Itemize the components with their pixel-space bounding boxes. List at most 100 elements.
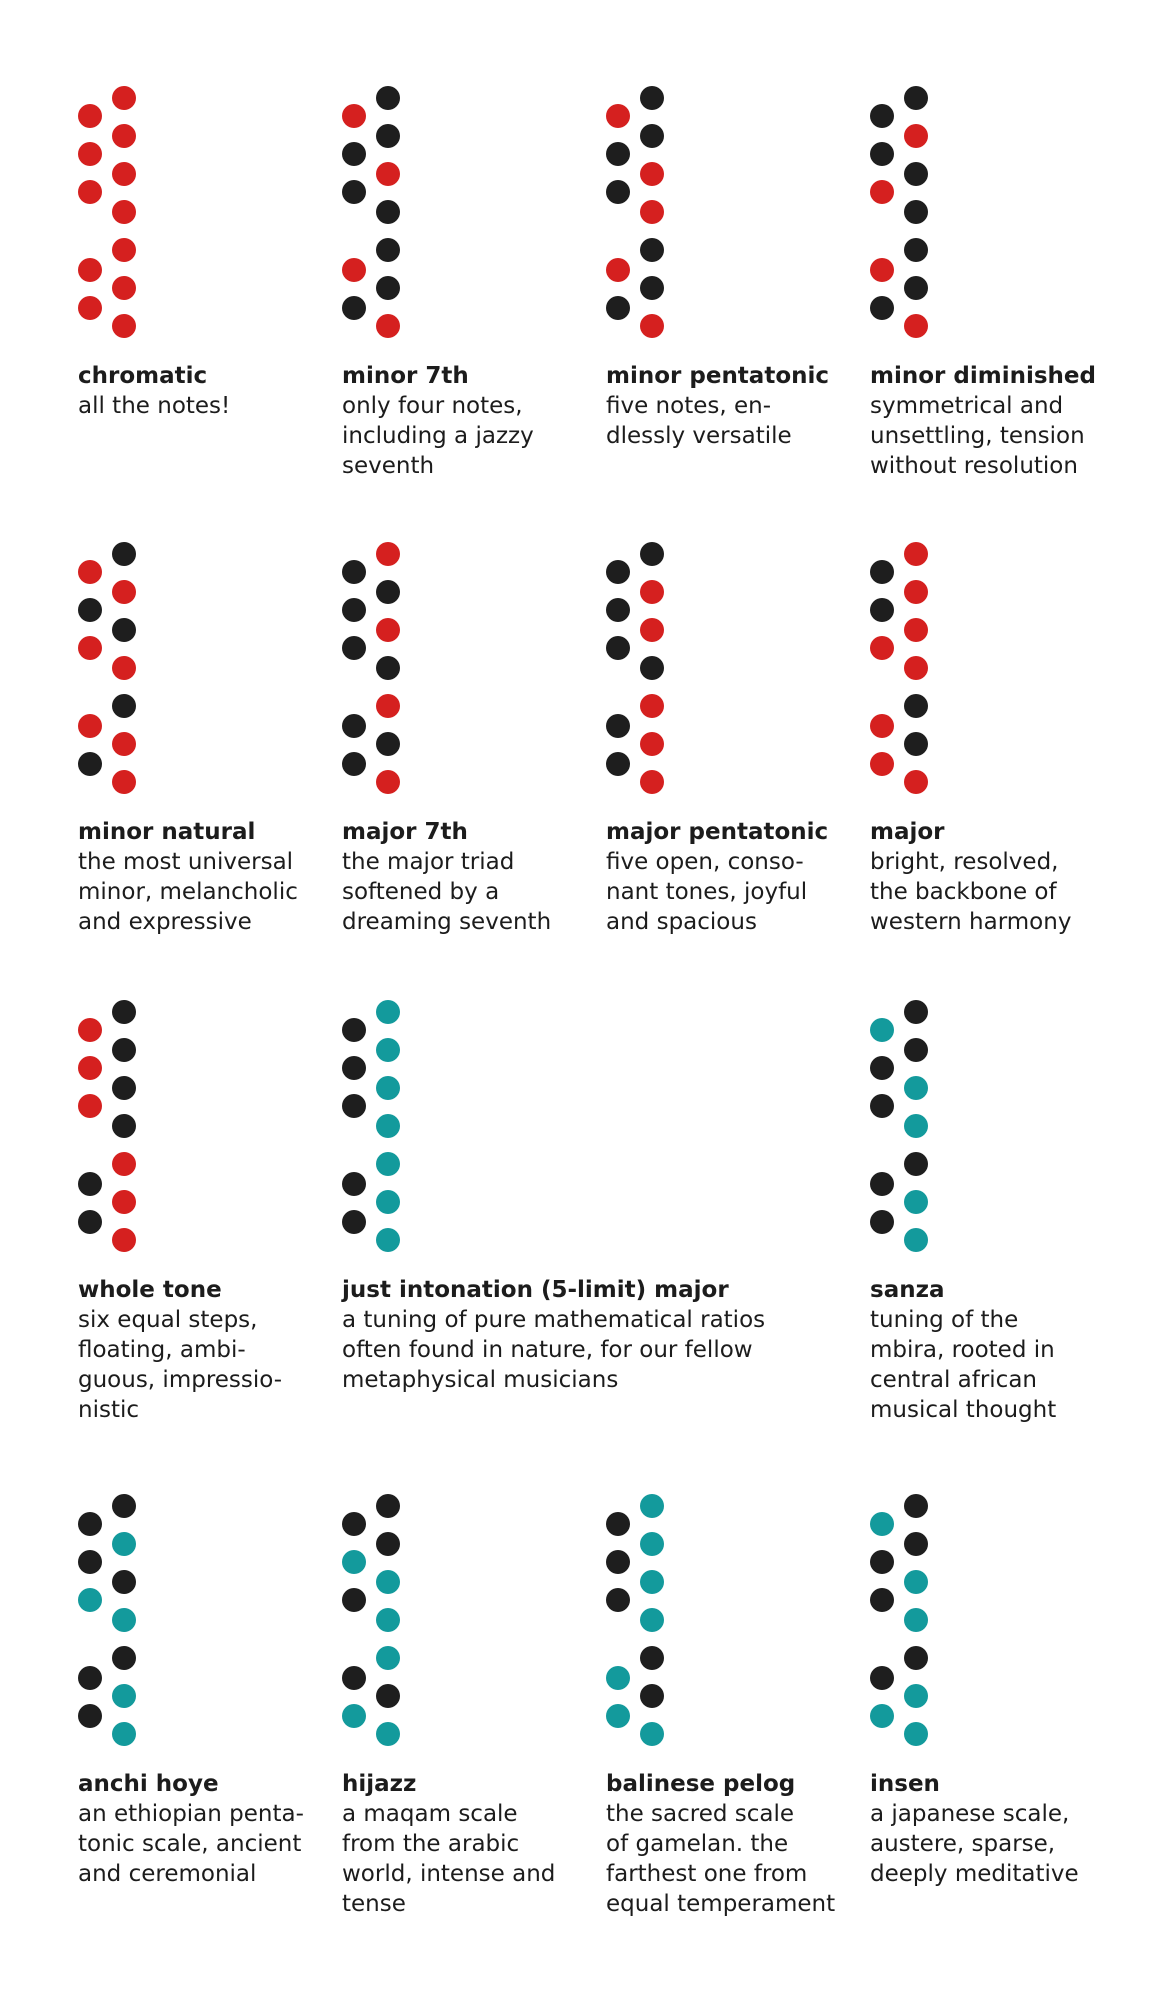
note-dot	[112, 1608, 136, 1632]
note-dot	[640, 1684, 664, 1708]
note-dot	[112, 1494, 136, 1518]
note-dot	[112, 124, 136, 148]
note-dot	[640, 1608, 664, 1632]
note-dot	[904, 1000, 928, 1024]
note-dot	[78, 598, 102, 622]
note-dots	[78, 1494, 158, 1746]
note-dot	[112, 656, 136, 680]
note-dot	[342, 598, 366, 622]
note-dot	[870, 296, 894, 320]
note-dot	[640, 200, 664, 224]
note-dot	[78, 1018, 102, 1042]
note-dot	[78, 104, 102, 128]
note-dots	[870, 86, 950, 338]
note-dot	[78, 636, 102, 660]
scale-description: the most universal minor, melancholic an…	[78, 849, 298, 935]
note-dot	[640, 1494, 664, 1518]
note-dot	[342, 1704, 366, 1728]
note-dots	[606, 1494, 686, 1746]
note-dot	[870, 598, 894, 622]
note-dot	[342, 1550, 366, 1574]
scale-description: an ethiopian penta- tonic scale, ancient…	[78, 1801, 304, 1887]
scale-label: insen a japanese scale, austere, sparse, …	[870, 1769, 1079, 1889]
note-dot	[870, 752, 894, 776]
scale-name: major	[870, 819, 945, 845]
scale-label: major pentatonic five open, conso- nant t…	[606, 817, 828, 937]
note-dot	[376, 1038, 400, 1062]
note-dot	[342, 560, 366, 584]
note-dots	[78, 1000, 158, 1252]
note-dot	[870, 1512, 894, 1536]
note-dot	[870, 142, 894, 166]
note-dot	[112, 770, 136, 794]
note-dot	[640, 162, 664, 186]
note-dot	[112, 732, 136, 756]
note-dot	[112, 1722, 136, 1746]
note-dot	[78, 1512, 102, 1536]
note-dot	[376, 580, 400, 604]
note-dot	[376, 238, 400, 262]
scale-description: only four notes, including a jazzy seven…	[342, 393, 534, 479]
note-dot	[376, 542, 400, 566]
note-dot	[376, 162, 400, 186]
note-dot	[78, 1666, 102, 1690]
note-dot	[376, 694, 400, 718]
note-dot	[376, 732, 400, 756]
note-dot	[870, 1056, 894, 1080]
note-dot	[342, 104, 366, 128]
note-dot	[904, 1532, 928, 1556]
note-dot	[870, 1018, 894, 1042]
note-dot	[112, 1152, 136, 1176]
note-dot	[606, 1588, 630, 1612]
note-dot	[606, 1704, 630, 1728]
note-dots	[342, 1494, 422, 1746]
note-dot	[376, 86, 400, 110]
note-dot	[870, 1172, 894, 1196]
note-dot	[342, 1094, 366, 1118]
note-dot	[376, 276, 400, 300]
note-dot	[640, 580, 664, 604]
note-dot	[112, 580, 136, 604]
note-dots	[342, 542, 422, 794]
scale-name: minor natural	[78, 819, 256, 845]
scale-label: major bright, resolved, the backbone of w…	[870, 817, 1071, 937]
note-dot	[640, 694, 664, 718]
note-dot	[640, 656, 664, 680]
note-dot	[112, 86, 136, 110]
note-dot	[904, 1076, 928, 1100]
note-dot	[112, 1228, 136, 1252]
note-dot	[870, 714, 894, 738]
note-dot	[342, 1056, 366, 1080]
note-dot	[904, 124, 928, 148]
note-dot	[904, 1608, 928, 1632]
note-dot	[606, 104, 630, 128]
scale-description: all the notes!	[78, 393, 231, 419]
note-dot	[78, 1550, 102, 1574]
scale-name: major pentatonic	[606, 819, 829, 845]
note-dot	[376, 200, 400, 224]
note-dot	[904, 86, 928, 110]
note-dot	[112, 1000, 136, 1024]
note-dot	[78, 1210, 102, 1234]
scale-description: five open, conso- nant tones, joyful and…	[606, 849, 808, 935]
note-dot	[376, 656, 400, 680]
note-dot	[870, 1210, 894, 1234]
note-dot	[870, 1666, 894, 1690]
note-dot	[342, 1666, 366, 1690]
note-dot	[112, 618, 136, 642]
note-dot	[870, 104, 894, 128]
note-dot	[376, 1646, 400, 1670]
note-dot	[376, 1076, 400, 1100]
note-dot	[78, 1704, 102, 1728]
note-dot	[640, 86, 664, 110]
note-dot	[78, 142, 102, 166]
scale-label: major 7th the major triad softened by a d…	[342, 817, 551, 937]
note-dot	[870, 636, 894, 660]
note-dots	[870, 542, 950, 794]
scale-name: balinese pelog	[606, 1771, 796, 1797]
scale-name: hijazz	[342, 1771, 417, 1797]
note-dot	[640, 542, 664, 566]
scale-name: just intonation (5-limit) major	[342, 1277, 729, 1303]
note-dot	[376, 1532, 400, 1556]
